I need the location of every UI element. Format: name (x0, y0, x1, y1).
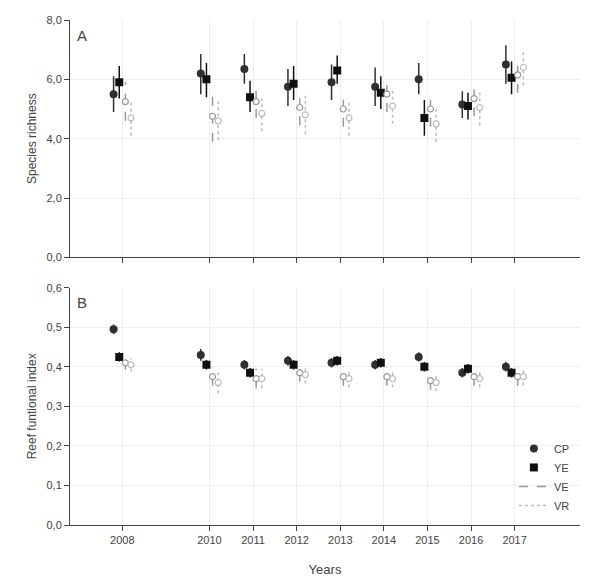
svg-text:2011: 2011 (241, 534, 265, 546)
svg-text:8,0: 8,0 (47, 14, 62, 26)
svg-text:Years: Years (309, 562, 342, 577)
svg-text:0,0: 0,0 (47, 519, 62, 531)
svg-text:0,1: 0,1 (47, 479, 62, 491)
svg-text:2010: 2010 (197, 534, 221, 546)
svg-text:VR: VR (554, 500, 569, 512)
svg-text:2008: 2008 (110, 534, 134, 546)
svg-text:2,0: 2,0 (47, 192, 62, 204)
svg-text:CP: CP (554, 443, 569, 455)
svg-text:0,5: 0,5 (47, 321, 62, 333)
svg-text:YE: YE (554, 462, 569, 474)
svg-text:2014: 2014 (372, 534, 396, 546)
svg-text:VE: VE (554, 481, 569, 493)
svg-text:0,4: 0,4 (47, 361, 62, 373)
svg-text:6,0: 6,0 (47, 73, 62, 85)
svg-text:0,6: 0,6 (47, 282, 62, 294)
svg-text:B: B (77, 294, 87, 311)
svg-text:0,2: 0,2 (47, 440, 62, 452)
svg-text:2015: 2015 (415, 534, 439, 546)
svg-text:2013: 2013 (328, 534, 352, 546)
svg-text:0,0: 0,0 (47, 251, 62, 263)
svg-text:4,0: 4,0 (47, 133, 62, 145)
svg-text:0,3: 0,3 (47, 400, 62, 412)
svg-text:Species richness: Species richness (25, 93, 39, 184)
svg-text:2012: 2012 (284, 534, 308, 546)
svg-text:2016: 2016 (459, 534, 483, 546)
svg-text:A: A (77, 27, 87, 44)
svg-text:2017: 2017 (502, 534, 526, 546)
svg-text:Reef funtional index: Reef funtional index (25, 353, 39, 459)
